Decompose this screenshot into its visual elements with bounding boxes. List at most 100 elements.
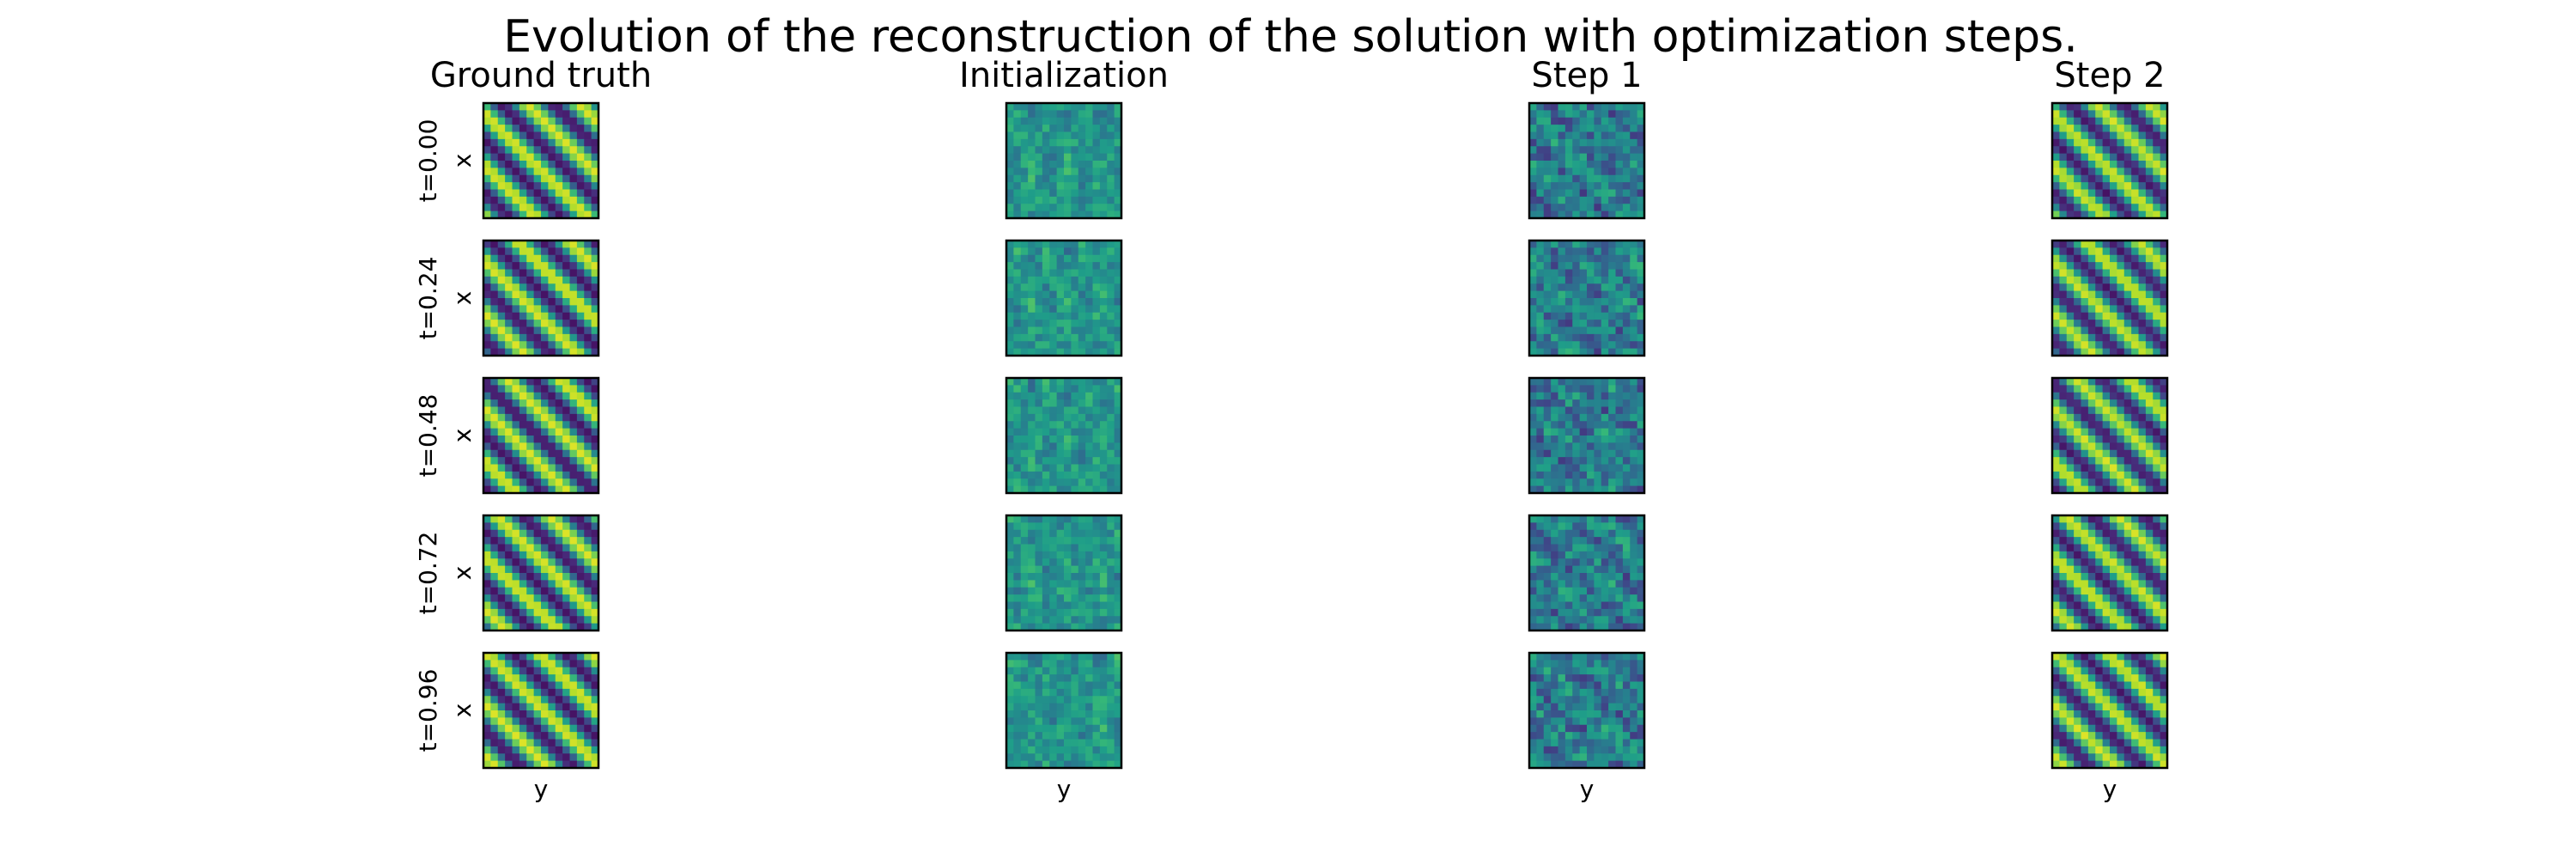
heatmap-cell: [1536, 241, 1545, 248]
heatmap-cell: [1020, 667, 1029, 675]
heatmap-cell: [1092, 385, 1101, 393]
heatmap-cell: [2138, 262, 2147, 270]
heatmap-cell: [1529, 442, 1537, 451]
heatmap-cell: [505, 326, 513, 335]
heatmap-cell: [1020, 262, 1029, 270]
heatmap-cell: [562, 161, 570, 168]
heatmap-cell: [519, 760, 527, 769]
heatmap-cell: [490, 168, 499, 176]
heatmap-cell: [1615, 616, 1624, 624]
heatmap-cell: [1056, 333, 1065, 342]
heatmap-cell: [1042, 594, 1050, 602]
heatmap-cell: [2110, 471, 2117, 479]
heatmap-cell: [512, 421, 520, 430]
heatmap-cell: [1594, 688, 1602, 697]
heatmap-cell: [2160, 551, 2168, 559]
heatmap-cell: [1637, 442, 1645, 451]
heatmap-cell: [2117, 428, 2125, 436]
heatmap-cell: [1536, 436, 1545, 443]
heatmap-cell: [1042, 688, 1050, 697]
heatmap-cell: [1085, 544, 1093, 552]
heatmap-cell: [555, 241, 563, 248]
heatmap-cell: [1615, 442, 1624, 451]
heatmap-cell: [1608, 753, 1616, 762]
heatmap-cell: [584, 161, 592, 168]
heatmap-cell: [2110, 544, 2117, 552]
heatmap-cell: [2087, 312, 2096, 320]
heatmap-cell: [562, 283, 570, 292]
heatmap-cell: [2110, 103, 2117, 111]
heatmap-cell: [1028, 710, 1036, 718]
heatmap-cell: [1049, 290, 1058, 299]
heatmap-cell: [1630, 760, 1638, 769]
heatmap-cell: [1049, 544, 1058, 552]
heatmap-cell: [1006, 753, 1014, 762]
heatmap-cell: [1558, 449, 1566, 458]
heatmap-cell: [1572, 732, 1581, 740]
heatmap-cell: [1064, 616, 1072, 624]
heatmap-cell: [1013, 421, 1022, 430]
heatmap-cell: [2059, 385, 2068, 393]
heatmap-cell: [1028, 565, 1036, 574]
heatmap-cell: [569, 565, 578, 574]
heatmap-cell: [1099, 601, 1108, 610]
heatmap-cell: [1579, 601, 1588, 610]
heatmap-cell: [2123, 189, 2132, 198]
heatmap-cell: [512, 594, 520, 602]
heatmap-cell: [2081, 522, 2089, 531]
heatmap-cell: [2081, 580, 2089, 588]
heatmap-cell: [2087, 573, 2096, 581]
heatmap-cell: [2131, 290, 2139, 299]
heatmap-cell: [2131, 125, 2139, 132]
heatmap-cell: [2131, 182, 2139, 190]
heatmap-cell: [1543, 594, 1552, 602]
heatmap-cell: [512, 392, 520, 400]
heatmap-cell: [533, 421, 542, 430]
heatmap-cell: [1558, 601, 1566, 610]
heatmap-cell: [1056, 125, 1065, 132]
heatmap-cell: [1622, 341, 1631, 350]
heatmap-cell: [584, 146, 592, 155]
heatmap-cell: [1114, 436, 1122, 443]
heatmap-cell: [490, 392, 499, 400]
heatmap-cell: [1536, 333, 1545, 342]
heatmap-cell: [2110, 138, 2117, 147]
heatmap-cell: [1020, 131, 1029, 140]
heatmap-cell: [1579, 210, 1588, 219]
heatmap-cell: [1622, 529, 1631, 538]
heatmap-cell: [1049, 565, 1058, 574]
heatmap-cell: [1085, 594, 1093, 602]
heatmap-cell: [2087, 565, 2096, 574]
heatmap-cell: [1594, 746, 1602, 754]
heatmap-cell: [1107, 710, 1115, 718]
heatmap-cell: [1536, 161, 1545, 168]
heatmap-cell: [1572, 544, 1581, 552]
heatmap-cell: [1601, 421, 1609, 430]
heatmap-cell: [2066, 312, 2075, 320]
heatmap-cell: [2059, 204, 2068, 212]
heatmap-cell: [1028, 573, 1036, 581]
heatmap-cell: [1601, 312, 1609, 320]
heatmap-cell: [1601, 305, 1609, 314]
heatmap-cell: [512, 168, 520, 176]
heatmap-cell: [1071, 544, 1079, 552]
heatmap-cell: [548, 760, 556, 769]
heatmap-cell: [533, 269, 542, 277]
heatmap-cell: [512, 117, 520, 125]
heatmap-cell: [1099, 457, 1108, 465]
heatmap-cell: [1529, 189, 1537, 198]
heatmap-cell: [519, 696, 527, 704]
heatmap-cell: [1020, 616, 1029, 624]
heatmap-cell: [1042, 565, 1050, 574]
heatmap-cell: [1637, 283, 1645, 292]
heatmap-cell: [1551, 326, 1558, 335]
heatmap-cell: [555, 103, 563, 111]
heatmap-cell: [2138, 616, 2147, 624]
heatmap-cell: [1587, 326, 1595, 335]
heatmap-cell: [1092, 478, 1101, 487]
heatmap-cell: [2131, 660, 2139, 668]
heatmap-cell: [483, 182, 491, 190]
heatmap-cell: [1594, 485, 1602, 494]
heatmap-cell: [2095, 117, 2104, 125]
heatmap-cell: [1056, 565, 1065, 574]
